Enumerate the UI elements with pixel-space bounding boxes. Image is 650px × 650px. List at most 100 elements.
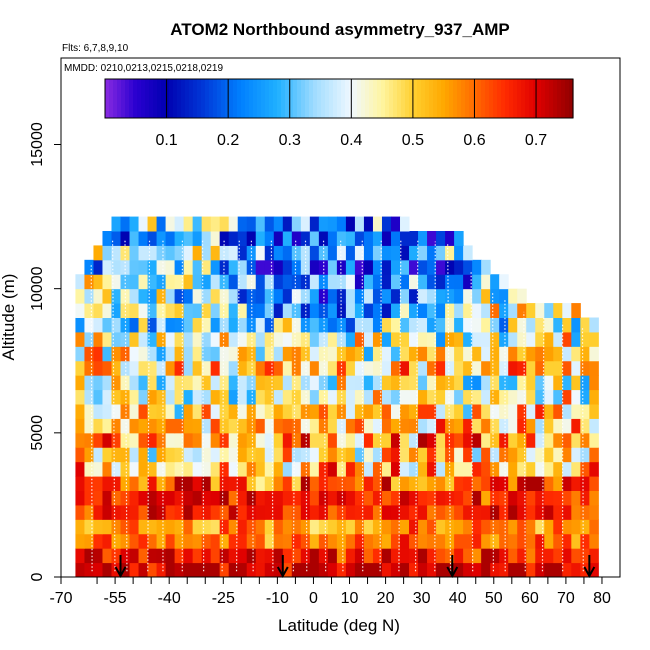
heatmap-cell — [454, 418, 464, 434]
heatmap-cell — [454, 404, 464, 419]
heatmap-cell — [390, 317, 401, 333]
heatmap-cell — [363, 216, 374, 232]
colorbar-tick-label: 0.2 — [217, 132, 239, 149]
heatmap-cell — [93, 490, 103, 506]
heatmap-cell — [589, 360, 599, 376]
heatmap-cell — [436, 274, 446, 290]
heatmap-cell — [75, 504, 85, 520]
heatmap-cell — [111, 548, 122, 564]
colorbar-segment — [233, 79, 238, 118]
heatmap-cell — [318, 418, 329, 434]
heatmap-cell — [300, 533, 311, 549]
flight-track — [292, 239, 297, 572]
heatmap-cell — [138, 418, 149, 434]
heatmap-cell — [174, 476, 185, 491]
colorbar-segment — [565, 79, 570, 118]
heatmap-cell — [390, 216, 401, 232]
heatmap-cell — [210, 346, 221, 362]
heatmap-cell — [201, 519, 212, 535]
heatmap-cell — [526, 533, 536, 549]
heatmap-cell — [129, 288, 140, 304]
heatmap-cell — [535, 346, 545, 362]
colorbar-segment — [277, 79, 282, 118]
heatmap-cell — [490, 504, 500, 520]
colorbar-segment — [257, 79, 262, 118]
heatmap-cell — [589, 418, 599, 434]
heatmap-cell — [291, 476, 302, 491]
heatmap-cell — [472, 303, 482, 318]
heatmap-cell — [372, 216, 383, 232]
heatmap-cell — [228, 404, 239, 419]
heatmap-cell — [219, 288, 230, 304]
heatmap-cell — [165, 418, 176, 434]
heatmap-cell — [372, 331, 383, 347]
heatmap-cell — [589, 461, 599, 477]
heatmap-cell — [147, 461, 158, 477]
heatmap-cell — [400, 461, 410, 477]
heatmap-cell — [282, 562, 293, 577]
heatmap-cell — [237, 288, 248, 304]
heatmap-cell — [210, 216, 221, 232]
heatmap-cell — [102, 274, 112, 290]
heatmap-cell — [291, 447, 302, 463]
heatmap-cell — [129, 231, 140, 246]
colorbar-segment — [429, 79, 434, 118]
colorbar-segment — [173, 79, 178, 118]
heatmap-cell — [165, 231, 176, 246]
heatmap-cell — [381, 461, 392, 477]
colorbar-tick-label: 0.3 — [279, 132, 301, 149]
heatmap-cell — [526, 404, 536, 419]
heatmap-cell — [264, 490, 275, 506]
colorbar-segment — [121, 79, 126, 118]
colorbar-segment — [197, 79, 202, 118]
heatmap-cell — [111, 346, 122, 362]
heatmap-cell — [291, 346, 302, 362]
heatmap-cell — [174, 461, 185, 477]
heatmap-cell — [517, 432, 527, 448]
heatmap-cell — [517, 303, 527, 318]
heatmap-cell — [201, 259, 212, 275]
colorbar-segment — [549, 79, 554, 118]
heatmap-cell — [282, 447, 293, 463]
colorbar-segment — [389, 79, 394, 118]
heatmap-cell — [571, 476, 581, 491]
heatmap-cell — [300, 303, 311, 318]
heatmap-cell — [291, 303, 302, 318]
heatmap-cell — [273, 245, 284, 261]
heatmap-cell — [156, 432, 167, 448]
heatmap-cell — [102, 432, 112, 448]
heatmap-cell — [409, 389, 419, 405]
colorbar-segment — [497, 79, 502, 118]
heatmap-cell — [454, 274, 464, 290]
heatmap-cell — [544, 504, 554, 520]
heatmap-cell — [165, 490, 176, 506]
heatmap-cell — [454, 303, 464, 318]
heatmap-cell — [436, 404, 446, 419]
heatmap-cell — [526, 418, 536, 434]
heatmap-cell — [102, 519, 112, 535]
heatmap-cell — [454, 360, 464, 376]
colorbar-segment — [125, 79, 130, 118]
colorbar-segment — [153, 79, 158, 118]
heatmap-cell — [490, 389, 500, 405]
heatmap-cell — [93, 331, 103, 347]
heatmap-cell — [318, 519, 329, 535]
heatmap-cell — [354, 317, 365, 333]
heatmap-cell — [381, 317, 392, 333]
heatmap-cell — [219, 519, 230, 535]
heatmap-cell — [589, 562, 599, 577]
heatmap-cell — [544, 375, 554, 391]
heatmap-cell — [282, 418, 293, 434]
heatmap-cell — [553, 432, 563, 448]
colorbar-segment — [113, 79, 118, 118]
heatmap-cell — [228, 533, 239, 549]
colorbar-segment — [425, 79, 430, 118]
heatmap-cell — [255, 404, 266, 419]
heatmap-cell — [237, 476, 248, 491]
heatmap-cell — [93, 303, 103, 318]
heatmap-cell — [336, 490, 347, 506]
heatmap-cell — [381, 288, 392, 304]
heatmap-cell — [309, 404, 320, 419]
heatmap-cell — [372, 231, 383, 246]
colorbar-segment — [333, 79, 338, 118]
